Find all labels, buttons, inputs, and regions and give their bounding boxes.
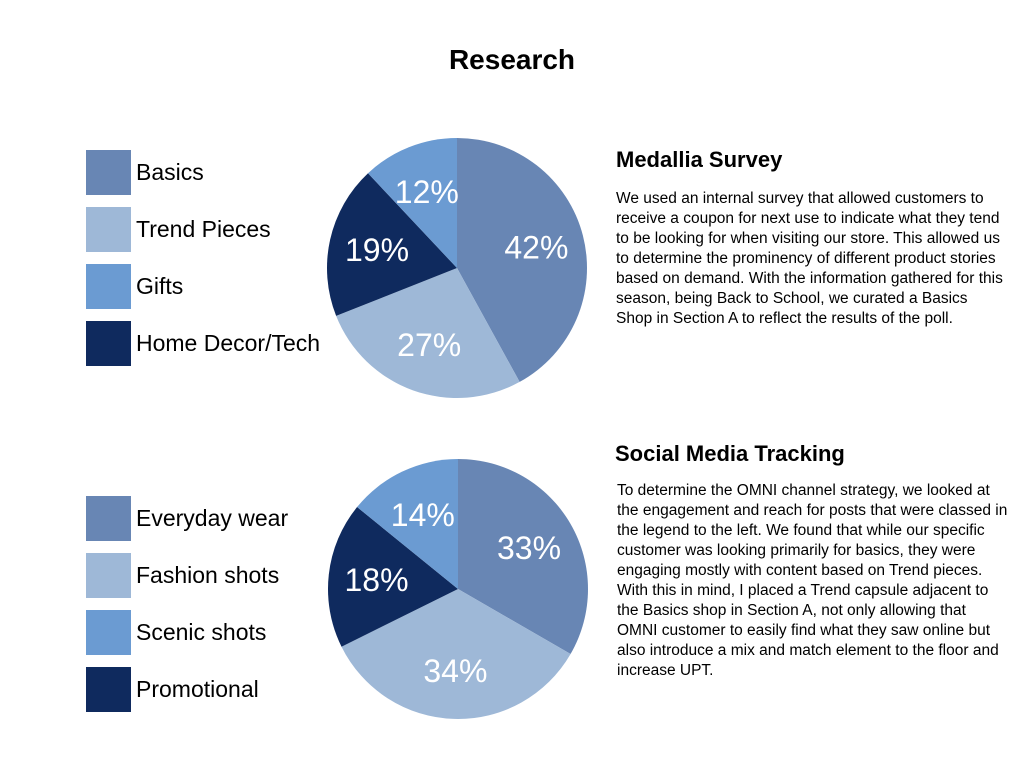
pie-slice-fashion-shots [341,589,571,719]
legend-swatch-basics [86,150,131,195]
legend-label-scenic-shots: Scenic shots [136,619,267,645]
pie-label-promotional: 18% [344,562,408,598]
legend-label-promotional: Promotional [136,676,259,702]
pie-chart-social: 33% 34% 18% 14% [327,459,588,719]
pie-label-scenic-shots: 14% [391,497,455,533]
pie-chart-survey: 42% 27% 19% 12% [326,138,588,399]
pie-slice-everyday-wear [458,459,588,654]
legend-label-home-decor-tech: Home Decor/Tech [136,330,321,356]
pie-slice-home-decor-tech [326,173,457,316]
legend-swatch-fashion-shots [86,553,131,598]
legend-swatch-home-decor-tech [86,321,131,366]
legend-swatch-gifts [86,264,131,309]
legend-swatch-scenic-shots [86,610,131,655]
pie-slice-scenic-shots [357,459,458,589]
pie-label-trend-pieces: 27% [397,327,461,363]
legend-label-everyday-wear: Everyday wear [136,505,289,531]
legend-label-gifts: Gifts [136,273,184,299]
page-title: Research [448,44,576,75]
legend-swatch-promotional [86,667,131,712]
pie-label-everyday-wear: 33% [497,530,561,566]
legend-label-basics: Basics [136,159,204,185]
section-body-survey: We used an internal survey that allowed … [616,190,1003,327]
pie-slice-gifts [368,138,457,268]
pie-slice-basics [457,138,588,382]
pie-slice-trend-pieces [336,268,520,399]
legend-swatch-trend-pieces [86,207,131,252]
pie-label-fashion-shots: 34% [423,653,487,689]
legend-swatch-everyday-wear [86,496,131,541]
section-heading-social: Social Media Tracking [615,441,845,466]
pie-slice-promotional [327,507,458,647]
section-heading-survey: Medallia Survey [616,147,783,172]
pie-label-gifts: 12% [395,174,459,210]
legend-label-fashion-shots: Fashion shots [136,562,280,588]
pie-label-home-decor-tech: 19% [345,232,409,268]
section-body-social: To determine the OMNI channel strategy, … [617,482,1008,679]
pie-label-basics: 42% [504,230,568,266]
legend-label-trend-pieces: Trend Pieces [136,216,271,242]
